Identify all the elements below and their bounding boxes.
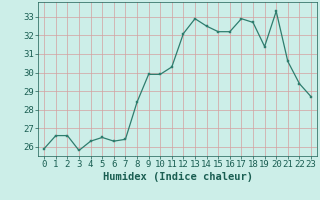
X-axis label: Humidex (Indice chaleur): Humidex (Indice chaleur)	[103, 172, 252, 182]
